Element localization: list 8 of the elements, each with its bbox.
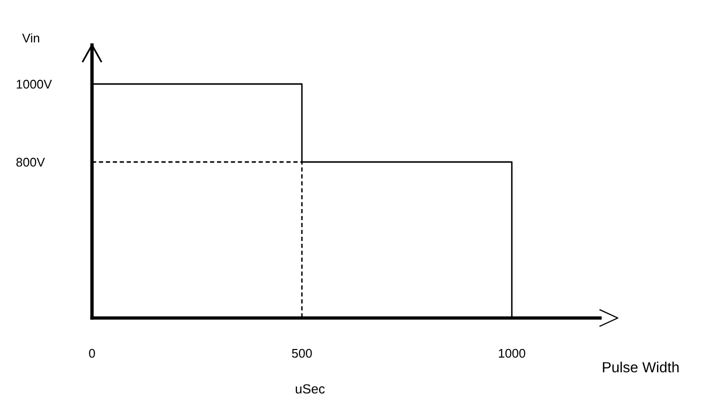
x-tick-label: 0 xyxy=(89,348,95,358)
y-tick-label: 800V xyxy=(16,158,45,167)
y-axis-title: Vin xyxy=(22,33,40,42)
x-axis-title: Pulse Width xyxy=(602,362,679,372)
y-tick-label: 1000V xyxy=(16,80,52,89)
x-tick-label: 500 xyxy=(292,348,312,358)
x-tick-label: 1000 xyxy=(498,348,526,358)
text: uSec xyxy=(296,384,325,394)
